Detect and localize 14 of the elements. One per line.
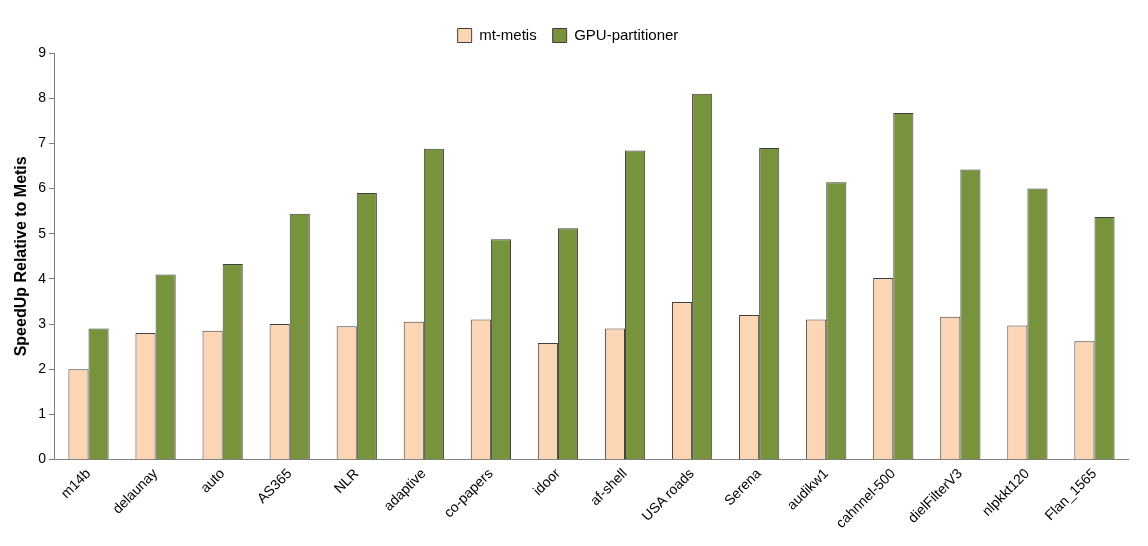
- y-tick-label: 2: [38, 360, 47, 377]
- y-axis-title: SpeedUp Relative to Metis: [12, 156, 30, 357]
- y-tick-label: 3: [38, 314, 47, 331]
- y-tick-label: 5: [38, 224, 47, 241]
- y-tick-label: 0: [38, 450, 47, 467]
- y-tick-label: 9: [38, 43, 47, 60]
- x-tick-label: auto: [196, 464, 228, 496]
- y-tick-label: 4: [38, 269, 47, 286]
- y-tick-label: 8: [38, 89, 47, 106]
- y-tick-label: 1: [38, 405, 47, 422]
- y-tick-label: 7: [38, 134, 47, 151]
- legend-label: GPU-partitioner: [574, 25, 679, 43]
- legend-label: mt-metis: [479, 25, 537, 43]
- y-tick-label: 6: [38, 179, 47, 196]
